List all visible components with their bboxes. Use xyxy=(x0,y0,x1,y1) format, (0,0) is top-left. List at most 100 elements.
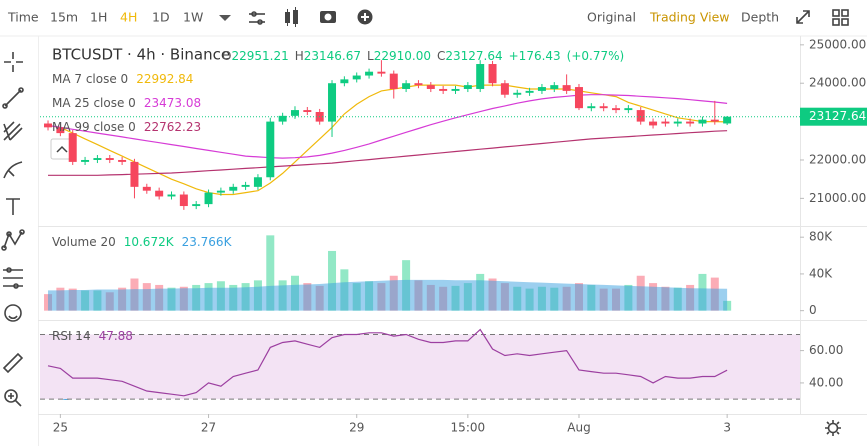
chart-title: BTCUSDT · 4h · Binance xyxy=(52,46,230,64)
candle-body xyxy=(562,85,571,91)
candle-body xyxy=(216,190,225,193)
view-button[interactable]: Depth xyxy=(741,10,779,25)
x-tick-label: 15:00 xyxy=(451,421,486,435)
candle-body xyxy=(278,115,287,122)
ma-legend: MA 7 close 0 22992.84 xyxy=(52,72,193,86)
ohlc-value: 23127.64 xyxy=(445,49,502,63)
ohlc-value: 22951.21 xyxy=(231,49,288,63)
candle-body xyxy=(723,116,732,124)
candle-body xyxy=(537,87,546,91)
ohlc-key: H xyxy=(295,49,304,63)
last-price-box xyxy=(800,107,867,126)
ohlc-value: 23146.67 xyxy=(304,49,361,63)
candle-body xyxy=(414,83,423,86)
layout-icon[interactable] xyxy=(832,9,849,26)
candle-body xyxy=(463,85,472,89)
y-tick-label: 24000.00 xyxy=(809,76,866,90)
x-tick-label: Aug xyxy=(567,421,590,435)
ma-line xyxy=(47,94,728,159)
x-tick-label: 29 xyxy=(349,421,364,435)
candle-body xyxy=(636,110,645,122)
volume-bar xyxy=(328,250,337,311)
candle-body xyxy=(587,106,596,109)
interval-button[interactable]: 1W xyxy=(183,10,203,25)
fullscreen-icon[interactable] xyxy=(796,10,810,24)
candle-body xyxy=(476,64,485,89)
volume-ma-area xyxy=(48,279,728,311)
candle-body xyxy=(377,71,386,74)
view-button[interactable]: Original xyxy=(587,10,636,25)
ma-legend: MA 25 close 0 23473.08 xyxy=(52,96,201,110)
ohlc-key: C xyxy=(437,49,445,63)
chart-type-icon[interactable] xyxy=(285,7,298,27)
candle-body xyxy=(155,190,164,197)
candle-body xyxy=(439,88,448,91)
candle-body xyxy=(352,75,361,80)
candle-body xyxy=(525,90,534,93)
candle-body xyxy=(612,108,621,111)
volume-bar xyxy=(266,235,275,311)
candle-body xyxy=(266,121,275,178)
candle-body xyxy=(500,83,509,95)
y-tick-label: 22000.00 xyxy=(809,152,866,166)
candle-body xyxy=(698,119,707,124)
candle-body xyxy=(229,186,238,191)
ruler-tool[interactable] xyxy=(2,352,24,374)
rsi-band xyxy=(40,334,800,400)
volume-legend: Volume 20 10.672K 23.766K xyxy=(52,235,233,249)
candle-body xyxy=(328,83,337,122)
change-pct: (+0.77%) xyxy=(567,49,625,63)
ma-legend-value: 23473.08 xyxy=(144,96,201,110)
candle-body xyxy=(105,158,114,160)
candle-body xyxy=(81,159,90,162)
x-tick-label: 3 xyxy=(723,421,731,435)
projection-tool[interactable] xyxy=(3,267,23,289)
candle-body xyxy=(451,88,460,91)
candle-body xyxy=(93,158,102,160)
ohlc-value: 22910.00 xyxy=(374,49,431,63)
fib-tool[interactable] xyxy=(3,121,23,141)
rsi-legend-name: RSI 14 xyxy=(52,329,91,343)
y-tick-label: 40.00 xyxy=(809,375,843,389)
interval-button[interactable]: 4H xyxy=(120,10,137,25)
text-tool[interactable] xyxy=(6,198,20,215)
candle-body xyxy=(253,177,262,187)
candle-body xyxy=(179,194,188,207)
trend-line-tool[interactable] xyxy=(2,87,24,109)
interval-button[interactable]: 1H xyxy=(90,10,107,25)
x-tick-label: 27 xyxy=(201,421,216,435)
candle-body xyxy=(241,184,250,187)
volume-legend-name: Volume 20 xyxy=(52,235,116,249)
candle-body xyxy=(426,85,435,89)
candle-body xyxy=(118,159,127,162)
indicator-icon[interactable] xyxy=(249,11,265,25)
ohlc-key: O xyxy=(222,49,231,63)
candle-body xyxy=(167,194,176,197)
x-tick-label: 25 xyxy=(53,421,68,435)
rsi-line xyxy=(47,328,728,397)
candle-body xyxy=(290,110,299,116)
zoom-tool[interactable] xyxy=(4,389,22,407)
candle-body xyxy=(661,121,670,124)
pattern-tool[interactable] xyxy=(1,229,25,251)
ma-line xyxy=(47,84,728,196)
view-button[interactable]: Trading View xyxy=(649,10,730,25)
candle-body xyxy=(710,119,719,122)
interval-button[interactable]: 15m xyxy=(50,10,78,25)
interval-button[interactable]: Time xyxy=(7,10,39,25)
candle-body xyxy=(673,121,682,124)
volume-bar xyxy=(723,300,732,311)
candle-body xyxy=(389,73,398,89)
emoji-tool[interactable] xyxy=(4,304,22,322)
settings-icon[interactable] xyxy=(825,420,841,436)
add-icon[interactable] xyxy=(357,9,373,25)
crosshair-tool[interactable] xyxy=(4,52,23,72)
ma-legend-name: MA 7 close 0 xyxy=(52,72,128,86)
interval-button[interactable]: 1D xyxy=(152,10,170,25)
dropdown[interactable] xyxy=(219,15,231,21)
ma-legend-name: MA 99 close 0 xyxy=(52,120,136,134)
volume-legend-value: 10.672K xyxy=(124,235,175,249)
brush-tool[interactable] xyxy=(3,161,23,179)
screenshot-icon[interactable] xyxy=(320,11,336,23)
